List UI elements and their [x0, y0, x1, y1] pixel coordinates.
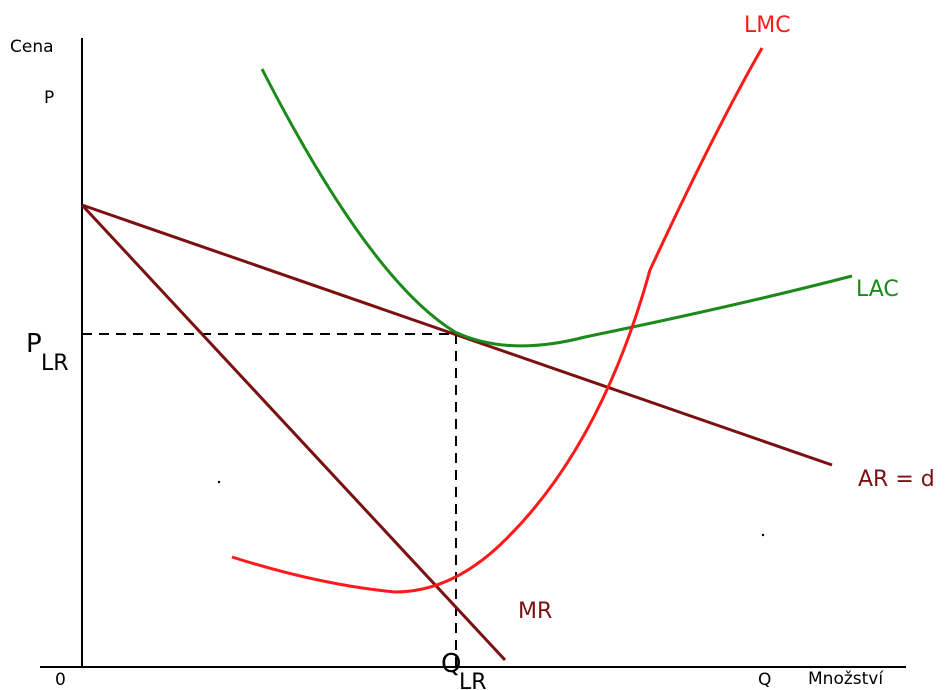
y-axis-label: Cena	[10, 37, 54, 57]
q-axis-label: Q	[758, 670, 771, 690]
ar-label: AR = d	[858, 467, 935, 492]
lac-curve	[260, 68, 853, 348]
p-axis-label: P	[44, 88, 54, 108]
lmc-curve	[231, 47, 764, 594]
origin-label: 0	[55, 670, 66, 690]
x-axis-label: Množství	[808, 669, 884, 689]
lmc-label: LMC	[744, 13, 791, 38]
stray-dot	[761, 533, 765, 537]
ar-demand-curve	[81, 203, 833, 467]
qlr-label-main: Q	[441, 649, 461, 679]
mr-label: MR	[518, 599, 552, 624]
mr-curve	[80, 203, 507, 662]
qlr-label-sub: LR	[459, 670, 487, 690]
plr-label-sub: LR	[41, 351, 69, 376]
stray-dot	[217, 480, 221, 484]
plr-label-main: P	[26, 329, 42, 359]
lac-label: LAC	[856, 277, 899, 302]
